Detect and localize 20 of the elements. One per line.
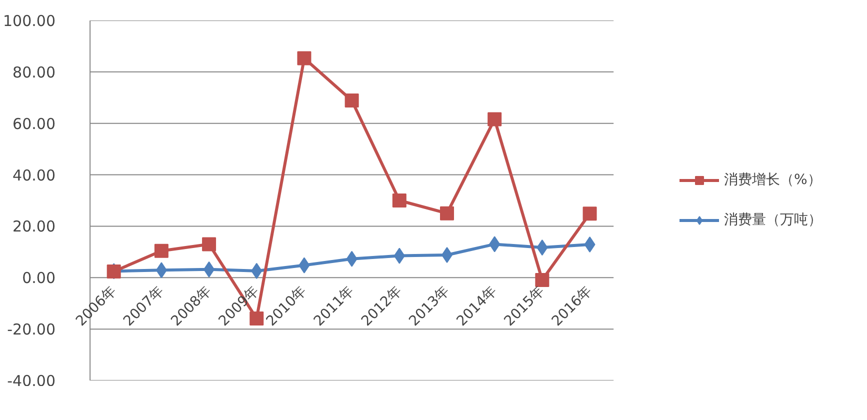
y-tick-label: 40.00 [12, 166, 56, 184]
y-tick-label: 20.00 [12, 218, 56, 236]
legend-label: 消费量（万吨） [724, 211, 822, 229]
point [154, 244, 168, 258]
y-tick-label: -20.00 [7, 320, 56, 339]
point [344, 93, 359, 108]
y-tick-label: 0.00 [22, 269, 56, 288]
point [297, 51, 312, 66]
point [440, 206, 454, 220]
point [250, 312, 264, 326]
point [488, 112, 502, 126]
y-tick-label: 100.00 [3, 12, 56, 30]
y-tick-label: 60.00 [12, 114, 56, 133]
y-tick-label: 80.00 [12, 63, 56, 82]
point [202, 237, 216, 252]
point [535, 272, 550, 287]
y-tick-label: -40.00 [7, 372, 56, 390]
point [582, 206, 597, 221]
legend-label: 消费增长（%） [724, 171, 822, 189]
point [392, 194, 406, 208]
